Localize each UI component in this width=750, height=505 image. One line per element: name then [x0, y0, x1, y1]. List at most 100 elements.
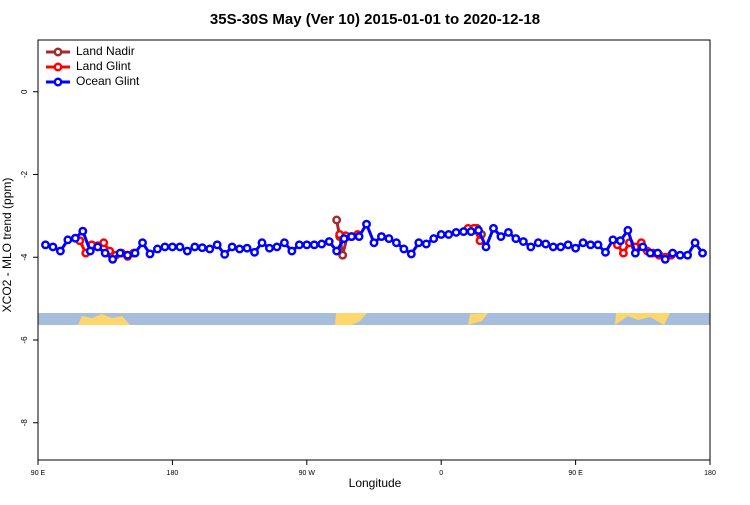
data-point	[630, 248, 640, 258]
data-point	[294, 240, 304, 250]
data-point	[444, 230, 454, 239]
data-point	[227, 242, 237, 252]
x-tick-label: 90 E	[31, 470, 46, 477]
data-point	[399, 244, 409, 254]
x-tick-label: 90 E	[568, 470, 583, 477]
data-point	[653, 248, 663, 258]
data-point	[309, 240, 319, 250]
legend-marker	[53, 47, 63, 57]
data-point	[175, 242, 185, 252]
data-point	[197, 243, 207, 253]
data-point	[41, 240, 50, 250]
data-point	[332, 215, 342, 225]
data-point	[78, 226, 88, 236]
data-point	[332, 246, 342, 256]
data-point	[593, 240, 603, 250]
legend-marker	[53, 77, 63, 87]
data-point	[317, 239, 327, 249]
data-point	[496, 232, 506, 242]
data-point	[99, 238, 109, 248]
data-point	[362, 219, 371, 229]
data-point	[698, 248, 707, 258]
data-point	[324, 237, 334, 246]
data-point	[683, 250, 693, 260]
data-point	[212, 240, 222, 250]
data-point	[474, 225, 483, 235]
y-tick-label: -6	[20, 336, 29, 344]
data-point	[459, 227, 469, 237]
land-patch	[468, 313, 488, 325]
x-tick-label: 90 W	[299, 470, 316, 477]
data-point	[586, 240, 595, 250]
data-point	[272, 242, 282, 252]
y-axis-label: XCO2 - MLO trend (ppm)	[0, 178, 14, 313]
data-point	[63, 235, 73, 245]
data-point	[608, 235, 618, 245]
data-point	[466, 227, 476, 237]
data-point	[70, 233, 80, 243]
x-tick-label: 0	[439, 470, 443, 477]
data-point	[242, 243, 252, 253]
data-point	[518, 237, 528, 246]
data-point	[302, 240, 312, 250]
data-point	[115, 248, 125, 258]
data-point	[279, 238, 289, 248]
data-point	[421, 239, 431, 249]
data-point	[48, 242, 58, 252]
data-point	[55, 246, 65, 256]
y-tick-label: 0	[20, 89, 29, 94]
data-point	[138, 238, 147, 248]
land-patch	[335, 313, 367, 325]
land-patch	[615, 313, 670, 325]
data-point	[160, 242, 170, 252]
data-point	[167, 242, 177, 252]
data-point	[638, 242, 648, 252]
data-point	[511, 234, 521, 244]
x-axis-label: Longitude	[349, 476, 402, 490]
data-point	[436, 230, 446, 239]
data-point	[406, 249, 416, 259]
data-point	[429, 234, 439, 244]
land-patch	[78, 314, 130, 325]
data-point	[668, 248, 678, 258]
chart-title: 35S-30S May (Ver 10) 2015-01-01 to 2020-…	[210, 11, 540, 28]
data-point	[182, 246, 192, 256]
data-point	[645, 248, 655, 258]
legend-label: Land Nadir	[76, 44, 135, 58]
data-point	[235, 244, 245, 254]
legend-label: Ocean Glint	[76, 74, 140, 88]
x-tick-label: 180	[704, 470, 716, 477]
data-point	[533, 238, 543, 248]
data-point	[618, 248, 628, 258]
data-point	[503, 227, 513, 237]
data-point	[548, 242, 558, 252]
data-point	[85, 246, 95, 256]
data-point	[623, 225, 633, 235]
data-point	[571, 243, 581, 253]
data-point	[489, 223, 498, 233]
land-mask	[38, 313, 710, 325]
y-tick-label: -8	[20, 419, 29, 427]
data-point	[377, 232, 386, 242]
data-point	[339, 234, 349, 244]
data-point	[563, 240, 573, 250]
data-point	[578, 238, 588, 248]
data-point	[250, 247, 259, 257]
data-point	[391, 238, 401, 248]
data-point	[190, 242, 200, 252]
data-point	[108, 254, 118, 264]
data-point	[130, 248, 140, 258]
legend-marker	[53, 62, 63, 72]
data-point	[220, 249, 230, 259]
data-point	[153, 244, 162, 254]
data-point	[384, 234, 394, 244]
data-point	[123, 250, 133, 260]
data-point	[615, 236, 625, 246]
data-point	[481, 242, 491, 252]
data-point	[556, 242, 566, 252]
ocean-band	[38, 313, 710, 325]
x-tick-label: 180	[167, 470, 179, 477]
data-point	[347, 232, 357, 242]
data-point	[369, 238, 379, 248]
